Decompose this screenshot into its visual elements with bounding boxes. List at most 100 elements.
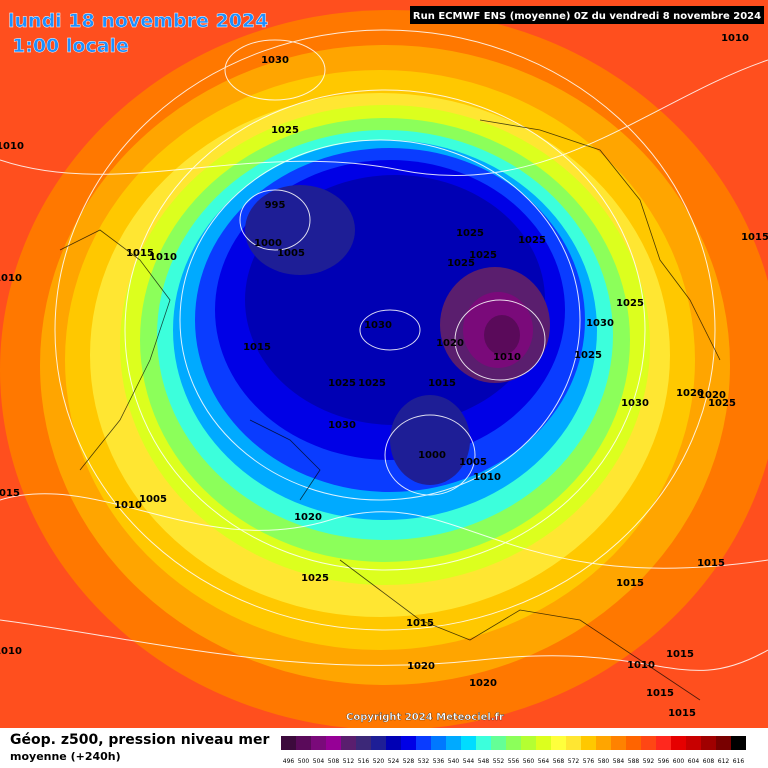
legend-swatch xyxy=(611,736,626,750)
isobar-label: 1010 xyxy=(627,660,655,671)
isobar-label: 1000 xyxy=(418,450,446,461)
run-info: Run ECMWF ENS (moyenne) 0Z du vendredi 8… xyxy=(413,11,761,22)
isobar-label: 1010 xyxy=(0,141,24,152)
legend-label: 516 xyxy=(358,758,370,765)
isobar-label: 1020 xyxy=(407,661,435,672)
isobar-label: 1015 xyxy=(406,618,434,629)
legend-swatch xyxy=(701,736,716,750)
isobar-label: 1030 xyxy=(586,318,614,329)
legend-label: 548 xyxy=(478,758,490,765)
legend-label: 596 xyxy=(658,758,670,765)
legend-label: 616 xyxy=(733,758,745,765)
legend-label: 504 xyxy=(313,758,325,765)
legend-label: 544 xyxy=(463,758,475,765)
isobar-label: 1030 xyxy=(261,55,289,66)
legend-label: 500 xyxy=(298,758,310,765)
footer-subtitle: moyenne (+240h) xyxy=(10,750,121,763)
isobar-label: 1030 xyxy=(621,398,649,409)
legend-swatch xyxy=(341,736,356,750)
isobar-label: 1015 xyxy=(616,578,644,589)
copyright: Copyright 2024 Meteociel.fr xyxy=(346,712,504,723)
legend-swatch xyxy=(731,736,746,750)
isobar-labels: 1010103010251010995100010051015101010101… xyxy=(0,33,768,719)
legend-swatch xyxy=(521,736,536,750)
isobar-label: 1000 xyxy=(254,238,282,249)
legend-label: 524 xyxy=(388,758,400,765)
isobar-label: 1025 xyxy=(328,378,356,389)
legend-label: 528 xyxy=(403,758,415,765)
legend-swatch xyxy=(296,736,311,750)
legend-label: 560 xyxy=(523,758,535,765)
legend-label: 572 xyxy=(568,758,580,765)
legend-label: 512 xyxy=(343,758,355,765)
legend-swatch xyxy=(506,736,521,750)
isobar-label: 1020 xyxy=(676,388,704,399)
legend-swatch xyxy=(581,736,596,750)
legend-label: 496 xyxy=(283,758,295,765)
legend-swatch xyxy=(431,736,446,750)
legend-label: 588 xyxy=(628,758,640,765)
isobar-label: 1020 xyxy=(436,338,464,349)
legend-label: 592 xyxy=(643,758,655,765)
isobar-label: 1025 xyxy=(469,250,497,261)
legend-swatch xyxy=(536,736,551,750)
isobar-label: 1025 xyxy=(518,235,546,246)
isobar-label: 1030 xyxy=(328,420,356,431)
isobar-label: 1020 xyxy=(469,678,497,689)
isobar-label: 1005 xyxy=(139,494,167,505)
legend-label: 540 xyxy=(448,758,460,765)
legend-label: 604 xyxy=(688,758,700,765)
legend-label: 556 xyxy=(508,758,520,765)
legend-swatch xyxy=(566,736,581,750)
legend-swatch xyxy=(716,736,731,750)
isobar-label: 1015 xyxy=(668,708,696,719)
isobar-label: 1010 xyxy=(0,273,22,284)
legend-swatch xyxy=(626,736,641,750)
isobar-label: 1010 xyxy=(721,33,749,44)
isobar-label: 1030 xyxy=(364,320,392,331)
legend-swatch xyxy=(326,736,341,750)
legend-swatch xyxy=(476,736,491,750)
isobar-label: 1020 xyxy=(698,390,726,401)
isobar-label: 1010 xyxy=(0,646,22,657)
legend-swatch xyxy=(491,736,506,750)
isobar-label: 1005 xyxy=(277,248,305,259)
isobar-label: 1015 xyxy=(666,649,694,660)
legend-label: 568 xyxy=(553,758,565,765)
isobar-label: 1025 xyxy=(616,298,644,309)
legend-swatch xyxy=(356,736,371,750)
isobar-label: 1025 xyxy=(447,258,475,269)
legend-swatch xyxy=(446,736,461,750)
isobar-label: 1010 xyxy=(114,500,142,511)
isobar-label: 1020 xyxy=(294,512,322,523)
isobar-label: 1005 xyxy=(459,457,487,468)
legend-swatch xyxy=(596,736,611,750)
legend-swatch xyxy=(371,736,386,750)
legend-swatch xyxy=(386,736,401,750)
isobar-label: 1025 xyxy=(301,573,329,584)
legend-label: 564 xyxy=(538,758,550,765)
legend-swatch xyxy=(311,736,326,750)
isobar-label: 1025 xyxy=(456,228,484,239)
legend-label: 580 xyxy=(598,758,610,765)
footer-title: Géop. z500, pression niveau mer xyxy=(10,732,269,748)
legend-swatch xyxy=(401,736,416,750)
legend-label: 508 xyxy=(328,758,340,765)
isobar-label: 1015 xyxy=(697,558,725,569)
map-field xyxy=(0,0,768,728)
isobar-label: 1015 xyxy=(243,342,271,353)
legend-label: 576 xyxy=(583,758,595,765)
legend-swatch xyxy=(686,736,701,750)
isobar-label: 1025 xyxy=(708,398,736,409)
date-title: lundi 18 novembre 2024 xyxy=(8,10,268,32)
legend-label: 552 xyxy=(493,758,505,765)
legend-swatch xyxy=(641,736,656,750)
isobar-label: 1015 xyxy=(741,232,768,243)
isobar-label: 1015 xyxy=(126,248,154,259)
legend-label: 608 xyxy=(703,758,715,765)
legend-label: 520 xyxy=(373,758,385,765)
isobar-label: 1015 xyxy=(428,378,456,389)
isobar-label: 1025 xyxy=(358,378,386,389)
isobar-label: 1025 xyxy=(271,125,299,136)
